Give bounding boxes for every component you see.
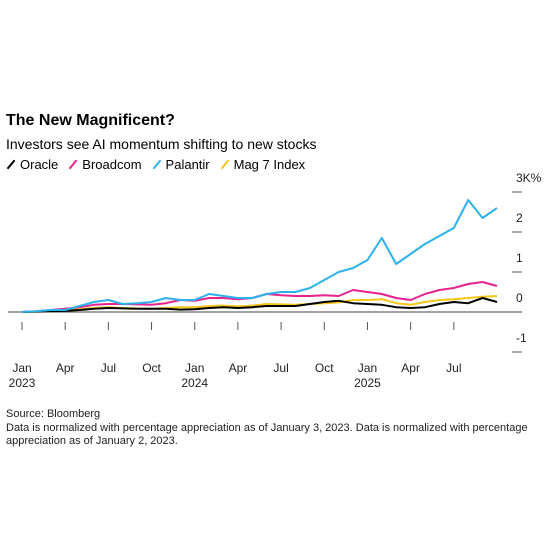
y-tick-label: 3K% bbox=[516, 171, 542, 185]
legend-label: Oracle bbox=[20, 157, 59, 172]
x-tick-label: Apr bbox=[56, 361, 75, 375]
legend-item: Palantir bbox=[152, 157, 210, 172]
legend-item: Mag 7 Index bbox=[220, 157, 306, 172]
x-tick-label: Jan bbox=[358, 361, 377, 375]
chart-title: The New Magnificent? bbox=[6, 112, 175, 129]
y-tick-label: 1 bbox=[516, 251, 523, 265]
x-tick-label: Oct bbox=[315, 361, 334, 375]
y-tick-label: 2 bbox=[516, 211, 523, 225]
y-tick-label: -1 bbox=[516, 331, 527, 345]
legend-label: Mag 7 Index bbox=[233, 157, 306, 172]
series-line bbox=[21, 297, 498, 313]
x-year-label: 2024 bbox=[181, 376, 208, 390]
legend-item: Oracle bbox=[6, 157, 58, 172]
source: Source: Bloomberg bbox=[6, 408, 101, 420]
x-tick-label: Apr bbox=[229, 361, 248, 375]
legend-item: Broadcom bbox=[68, 157, 142, 172]
y-tick-label: 0 bbox=[516, 291, 523, 305]
x-tick-label: Jul bbox=[273, 361, 288, 375]
series-line bbox=[21, 199, 498, 313]
x-tick-label: Jan bbox=[185, 361, 204, 375]
legend-label: Palantir bbox=[165, 157, 210, 172]
x-year-label: 2025 bbox=[354, 376, 381, 390]
legend-label: Broadcom bbox=[82, 157, 142, 172]
note: Data is normalized with percentage appre… bbox=[6, 422, 528, 447]
x-tick-label: Jul bbox=[101, 361, 116, 375]
x-year-label: 2023 bbox=[9, 376, 36, 390]
x-tick-label: Jul bbox=[446, 361, 461, 375]
x-tick-label: Jan bbox=[12, 361, 31, 375]
legend: Oracle Broadcom Palantir Mag 7 Index bbox=[6, 157, 305, 172]
x-tick-label: Apr bbox=[401, 361, 420, 375]
chart-subtitle: Investors see AI momentum shifting to ne… bbox=[6, 136, 317, 152]
x-tick-label: Oct bbox=[142, 361, 161, 375]
